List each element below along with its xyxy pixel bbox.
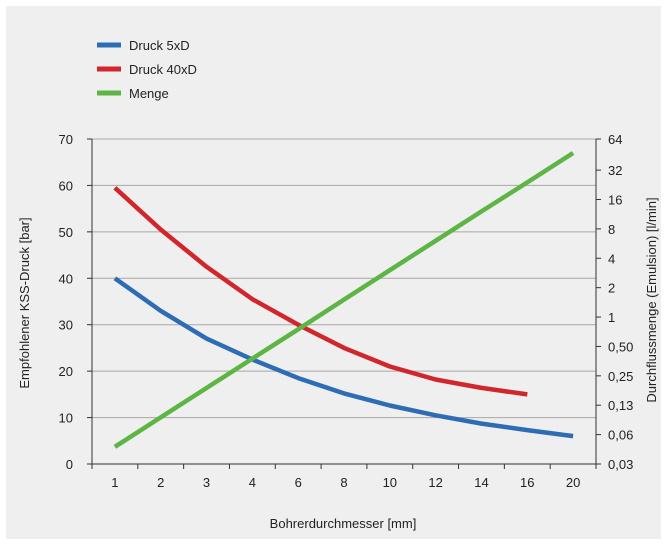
- y2-axis-title: Durchflussmenge (Emulsion) [l/min]: [644, 197, 659, 402]
- x-axis-ticks: 1 2 3 4 6 8 10 12 14 16 20: [92, 464, 596, 490]
- x-tick-label: 14: [474, 475, 488, 490]
- right-tick-label: 0,03: [608, 457, 633, 472]
- right-tick-label: 32: [608, 163, 622, 178]
- right-tick-label: 0,06: [608, 428, 633, 443]
- series-line-3: [115, 153, 573, 447]
- left-tick-label: 30: [59, 318, 73, 333]
- x-tick-label: 12: [428, 475, 442, 490]
- legend-label: Druck 5xD: [129, 38, 190, 53]
- left-tick-label: 70: [59, 132, 73, 147]
- right-tick-label: 8: [608, 222, 615, 237]
- right-tick-label: 0,13: [608, 398, 633, 413]
- grid-lines: [92, 139, 596, 418]
- x-tick-label: 6: [295, 475, 302, 490]
- y-axis-title: Empfohlener KSS-Druck [bar]: [17, 217, 32, 388]
- left-tick-label: 60: [59, 178, 73, 193]
- x-tick-label: 20: [566, 475, 580, 490]
- left-tick-label: 50: [59, 225, 73, 240]
- right-tick-label: 1: [608, 310, 615, 325]
- legend: Druck 5xD Druck 40xD Menge: [97, 38, 197, 101]
- x-tick-label: 1: [111, 475, 118, 490]
- right-tick-label: 0,25: [608, 369, 633, 384]
- right-tick-label: 4: [608, 251, 615, 266]
- left-tick-label: 40: [59, 271, 73, 286]
- right-axis-ticks: 0,03 0,06 0,13 0,25 0,50 1 2 4 8 16 32 64: [596, 132, 633, 472]
- legend-label: Druck 40xD: [129, 62, 197, 77]
- right-tick-label: 64: [608, 132, 622, 147]
- x-tick-label: 8: [340, 475, 347, 490]
- left-axis-ticks: 0 10 20 30 40 50 60 70: [59, 132, 92, 472]
- left-tick-label: 10: [59, 411, 73, 426]
- legend-label: Menge: [129, 86, 169, 101]
- x-tick-label: 16: [520, 475, 534, 490]
- right-tick-label: 2: [608, 281, 615, 296]
- left-tick-label: 20: [59, 364, 73, 379]
- series-lines: [115, 153, 573, 447]
- x-tick-label: 4: [249, 475, 256, 490]
- right-tick-label: 16: [608, 193, 622, 208]
- x-axis-title: Bohrerdurchmesser [mm]: [270, 516, 417, 531]
- x-tick-label: 2: [157, 475, 164, 490]
- x-tick-label: 3: [203, 475, 210, 490]
- x-tick-label: 10: [383, 475, 397, 490]
- right-tick-label: 0,50: [608, 339, 633, 354]
- left-tick-label: 0: [66, 457, 73, 472]
- series-line-2: [115, 188, 527, 395]
